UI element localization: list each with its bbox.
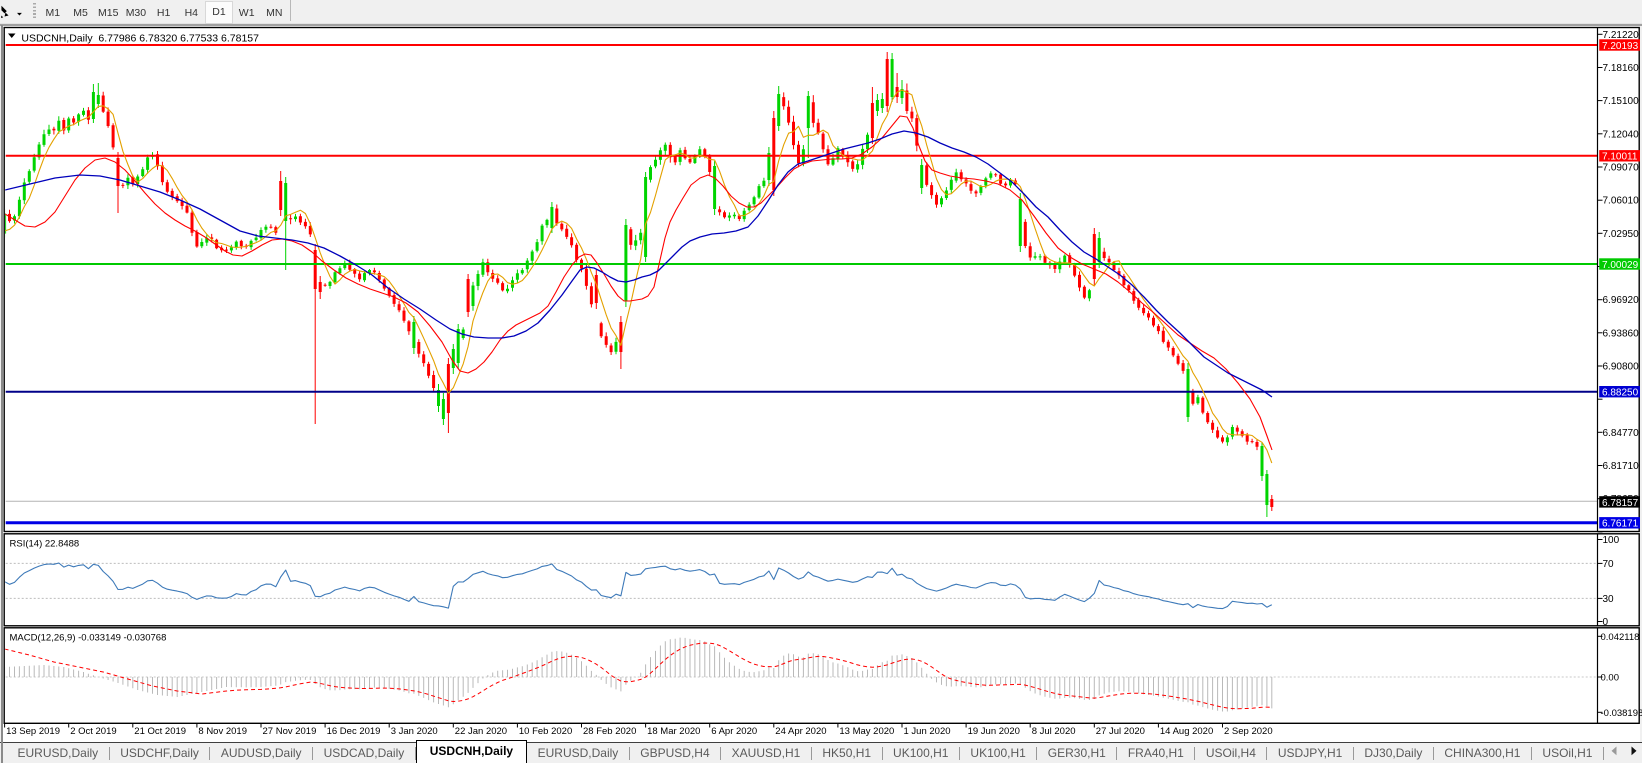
svg-text:70: 70 (1603, 559, 1615, 570)
svg-text:8 Nov 2019: 8 Nov 2019 (198, 726, 247, 737)
svg-text:0.00: 0.00 (1601, 673, 1620, 684)
svg-text:RSI(14) 22.8488: RSI(14) 22.8488 (10, 538, 80, 549)
svg-text:7.15100: 7.15100 (1603, 96, 1640, 107)
svg-text:7.18160: 7.18160 (1603, 63, 1640, 74)
svg-text:13 May 2020: 13 May 2020 (839, 726, 894, 737)
svg-text:6.84770: 6.84770 (1603, 428, 1640, 439)
svg-text:6.78157: 6.78157 (1602, 498, 1639, 509)
svg-text:22 Jan 2020: 22 Jan 2020 (455, 726, 507, 737)
svg-text:100: 100 (1603, 535, 1620, 546)
svg-text:14 Aug 2020: 14 Aug 2020 (1160, 726, 1213, 737)
svg-text:6.81710: 6.81710 (1603, 461, 1640, 472)
svg-text:19 Jun 2020: 19 Jun 2020 (968, 726, 1020, 737)
svg-text:10 Feb 2020: 10 Feb 2020 (519, 726, 572, 737)
svg-text:8 Jul 2020: 8 Jul 2020 (1032, 726, 1076, 737)
svg-text:6.88250: 6.88250 (1602, 388, 1639, 399)
svg-text:USDCNH,Daily 6.77986 6.78320: USDCNH,Daily 6.77986 6.78320 6.77533 6.7… (21, 32, 259, 44)
svg-text:3 Jan 2020: 3 Jan 2020 (391, 726, 438, 737)
svg-text:6.78650: 6.78650 (1603, 494, 1640, 505)
svg-text:7.21220: 7.21220 (1603, 30, 1640, 41)
svg-text:0.042118: 0.042118 (1601, 632, 1640, 643)
svg-text:0: 0 (1603, 617, 1609, 628)
svg-text:1 Jun 2020: 1 Jun 2020 (904, 726, 951, 737)
svg-text:30: 30 (1603, 594, 1615, 605)
svg-text:28 Feb 2020: 28 Feb 2020 (583, 726, 636, 737)
svg-text:2 Sep 2020: 2 Sep 2020 (1224, 726, 1273, 737)
svg-text:18 Mar 2020: 18 Mar 2020 (647, 726, 700, 737)
svg-text:-0.038198: -0.038198 (1601, 708, 1642, 719)
svg-text:13 Sep 2019: 13 Sep 2019 (6, 726, 60, 737)
svg-text:6.93860: 6.93860 (1603, 328, 1640, 339)
svg-text:16 Dec 2019: 16 Dec 2019 (327, 726, 381, 737)
svg-text:2 Oct 2019: 2 Oct 2019 (70, 726, 116, 737)
svg-text:MACD(12,26,9) -0.033149 -0.030: MACD(12,26,9) -0.033149 -0.030768 (10, 633, 167, 644)
svg-text:21 Oct 2019: 21 Oct 2019 (134, 726, 186, 737)
svg-text:6 Apr 2020: 6 Apr 2020 (711, 726, 757, 737)
svg-text:7.10011: 7.10011 (1602, 152, 1638, 163)
svg-text:7.06010: 7.06010 (1603, 196, 1640, 207)
svg-text:6.90800: 6.90800 (1603, 362, 1640, 373)
svg-text:27 Nov 2019: 27 Nov 2019 (263, 726, 317, 737)
svg-text:7.09070: 7.09070 (1603, 163, 1640, 174)
svg-text:27 Jul 2020: 27 Jul 2020 (1096, 726, 1145, 737)
svg-text:7.00029: 7.00029 (1602, 260, 1639, 271)
svg-text:7.20193: 7.20193 (1602, 41, 1639, 52)
svg-text:6.76171: 6.76171 (1602, 519, 1639, 530)
svg-text:24 Apr 2020: 24 Apr 2020 (775, 726, 826, 737)
svg-text:7.02950: 7.02950 (1603, 229, 1640, 240)
svg-text:7.12040: 7.12040 (1603, 129, 1640, 140)
svg-text:6.96920: 6.96920 (1603, 295, 1640, 306)
